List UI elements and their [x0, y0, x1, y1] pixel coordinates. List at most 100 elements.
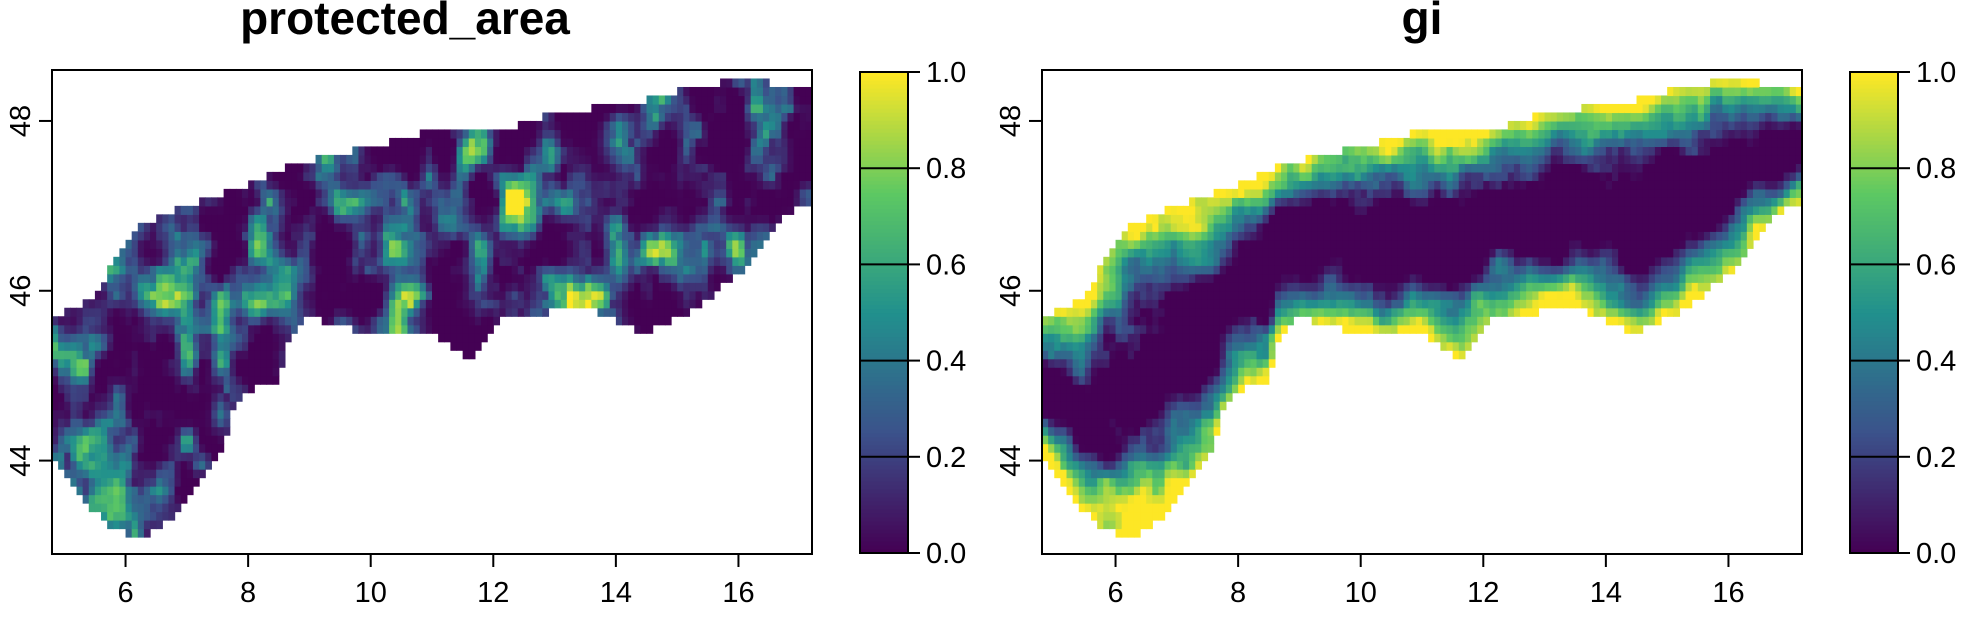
raster-cell — [1133, 307, 1141, 317]
raster-cell — [1048, 333, 1055, 343]
raster-cell — [597, 154, 605, 164]
raster-cell — [199, 324, 206, 334]
raster-cell — [1182, 443, 1190, 453]
raster-cell — [223, 384, 231, 394]
raster-cell — [1409, 316, 1417, 326]
raster-cell — [1281, 188, 1288, 198]
raster-cell — [1225, 392, 1233, 402]
raster-cell — [297, 248, 304, 258]
raster-cell — [1268, 282, 1276, 292]
raster-cell — [1109, 307, 1117, 317]
raster-cell — [1397, 171, 1405, 181]
raster-cell — [487, 214, 494, 224]
raster-cell — [180, 341, 188, 351]
raster-cell — [101, 350, 108, 360]
raster-cell — [1372, 239, 1380, 249]
raster-cell — [1336, 256, 1343, 266]
raster-cell — [1133, 443, 1141, 453]
raster-cell — [88, 367, 96, 377]
raster-cell — [242, 299, 249, 309]
raster-cell — [94, 443, 102, 453]
raster-cell — [88, 341, 96, 351]
raster-cell — [640, 180, 648, 190]
raster-cell — [376, 316, 384, 326]
raster-cell — [364, 231, 372, 241]
raster-cell — [180, 290, 188, 300]
raster-cell — [707, 103, 715, 114]
raster-cell — [211, 426, 219, 436]
raster-cell — [1060, 401, 1068, 411]
raster-cell — [481, 197, 488, 207]
raster-cell — [76, 477, 84, 487]
raster-cell — [658, 112, 666, 122]
raster-cell — [554, 171, 562, 181]
raster-cell — [1109, 248, 1117, 258]
raster-cell — [1158, 486, 1166, 496]
raster-cell — [474, 180, 482, 190]
raster-cell — [168, 401, 176, 411]
raster-cell — [1452, 231, 1460, 241]
raster-cell — [1262, 358, 1270, 368]
raster-cell — [131, 469, 139, 479]
raster-cell — [162, 214, 170, 224]
raster-cell — [695, 86, 703, 97]
raster-cell — [438, 197, 445, 207]
raster-cell — [309, 171, 317, 181]
raster-cell — [1360, 197, 1368, 207]
raster-cell — [162, 231, 170, 241]
raster-cell — [76, 384, 84, 394]
raster-cell — [1176, 239, 1184, 249]
raster-cell — [1219, 307, 1227, 317]
raster-cell — [1121, 443, 1129, 453]
raster-cell — [658, 205, 666, 215]
raster-cell — [1440, 137, 1448, 148]
raster-cell — [677, 146, 684, 156]
raster-cell — [168, 333, 176, 343]
raster-cell — [1213, 290, 1221, 300]
raster-cell — [211, 452, 219, 462]
raster-cell — [1262, 333, 1270, 343]
raster-cell — [205, 375, 212, 385]
raster-cell — [456, 222, 464, 232]
raster-cell — [1213, 248, 1221, 258]
raster-cell — [805, 120, 813, 131]
raster-cell — [1458, 307, 1466, 317]
raster-cell — [1446, 205, 1454, 215]
raster-cell — [499, 265, 507, 275]
raster-cell — [468, 137, 476, 148]
raster-cell — [150, 265, 157, 275]
raster-cell — [677, 197, 684, 207]
raster-cell — [1281, 324, 1288, 334]
raster-cell — [1372, 146, 1380, 156]
raster-cell — [523, 188, 531, 198]
raster-cell — [1415, 205, 1423, 215]
raster-cell — [523, 214, 531, 224]
raster-cell — [1097, 443, 1104, 453]
raster-cell — [315, 197, 323, 207]
raster-cell — [762, 154, 770, 164]
raster-cell — [1176, 443, 1184, 453]
raster-cell — [1201, 426, 1209, 436]
raster-cell — [248, 367, 255, 377]
raster-cell — [131, 290, 139, 300]
raster-cell — [634, 129, 641, 139]
raster-cell — [1115, 443, 1123, 453]
raster-cell — [174, 460, 182, 470]
raster-cell — [389, 180, 396, 190]
colorbar-band — [860, 228, 908, 233]
raster-cell — [1434, 265, 1441, 275]
raster-cell — [425, 146, 433, 156]
raster-cell — [352, 171, 360, 181]
raster-cell — [1428, 222, 1435, 232]
raster-cell — [579, 239, 586, 249]
raster-cell — [1170, 392, 1178, 402]
raster-cell — [572, 239, 580, 249]
raster-cell — [622, 282, 629, 292]
raster-cell — [52, 443, 59, 453]
raster-cell — [1385, 180, 1392, 190]
raster-cell — [235, 307, 243, 317]
raster-cell — [511, 154, 519, 164]
raster-cell — [1164, 435, 1172, 445]
raster-cell — [192, 409, 200, 419]
raster-cell — [113, 358, 121, 368]
